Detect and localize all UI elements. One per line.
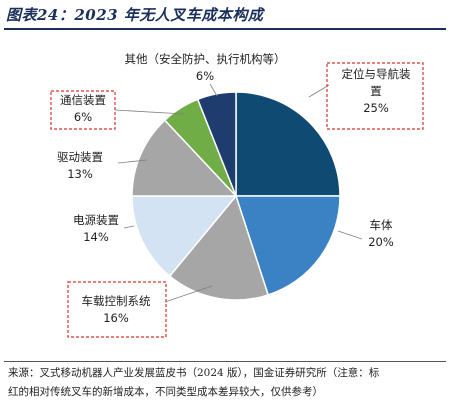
leader-line-2 <box>337 230 363 240</box>
chart-title: 图表24：2023 年无人叉车成本构成 <box>6 6 264 24</box>
slice-value-label-4: 14% <box>83 230 109 244</box>
highlight-box-3 <box>67 281 167 338</box>
slice-name-label-1: 定位与导航装 <box>342 67 411 81</box>
pie-slice-3 <box>168 194 270 301</box>
slice-name-label-3: 车载控制系统 <box>82 294 151 308</box>
pie-slice-7 <box>196 91 237 197</box>
slice-value-label-3: 16% <box>103 311 129 325</box>
pie-slice-4 <box>131 195 238 278</box>
slice-name-label-7: 其他（安全防护、执行机构等） <box>125 52 286 66</box>
slice-value-label-1: 25% <box>363 101 389 115</box>
slice-name-label-4: 电源装置 <box>73 213 119 227</box>
pie-slice-1 <box>235 91 341 197</box>
leader-line-6 <box>114 109 185 115</box>
leader-line-4 <box>123 225 135 229</box>
pie-slice-2 <box>234 195 341 296</box>
slice-name-label-6: 通信装置 <box>60 93 106 107</box>
slice-name-label-1: 置 <box>370 84 382 98</box>
highlight-box-6 <box>50 90 116 130</box>
leader-lines <box>114 83 363 303</box>
source-note: 来源：叉式移动机器人产业发展蓝皮书（2024 版），国金证券研究所（注意：标 红… <box>8 364 444 402</box>
slice-value-label-5: 13% <box>67 167 93 181</box>
leader-line-3 <box>164 285 213 303</box>
highlight-box-1 <box>326 62 424 130</box>
slice-name-label-5: 驱动装置 <box>57 150 103 164</box>
pie-slices <box>131 91 341 301</box>
slice-value-label-6: 6% <box>74 110 92 124</box>
leader-line-7 <box>209 83 218 97</box>
slice-name-label-2: 车体 <box>370 218 393 232</box>
slice-value-label-2: 20% <box>368 235 394 249</box>
slice-value-label-7: 6% <box>196 69 214 83</box>
leader-line-1 <box>308 84 330 98</box>
leader-line-5 <box>117 159 148 164</box>
source-line-2: 红的相对传统叉车的新增成本，不同类型成本差异较大，仅供参考） <box>8 386 323 398</box>
source-divider <box>4 361 446 362</box>
title-divider <box>4 28 446 30</box>
source-line-1: 来源：叉式移动机器人产业发展蓝皮书（2024 版），国金证券研究所（注意：标 <box>8 367 380 379</box>
pie-slice-5 <box>131 119 238 197</box>
